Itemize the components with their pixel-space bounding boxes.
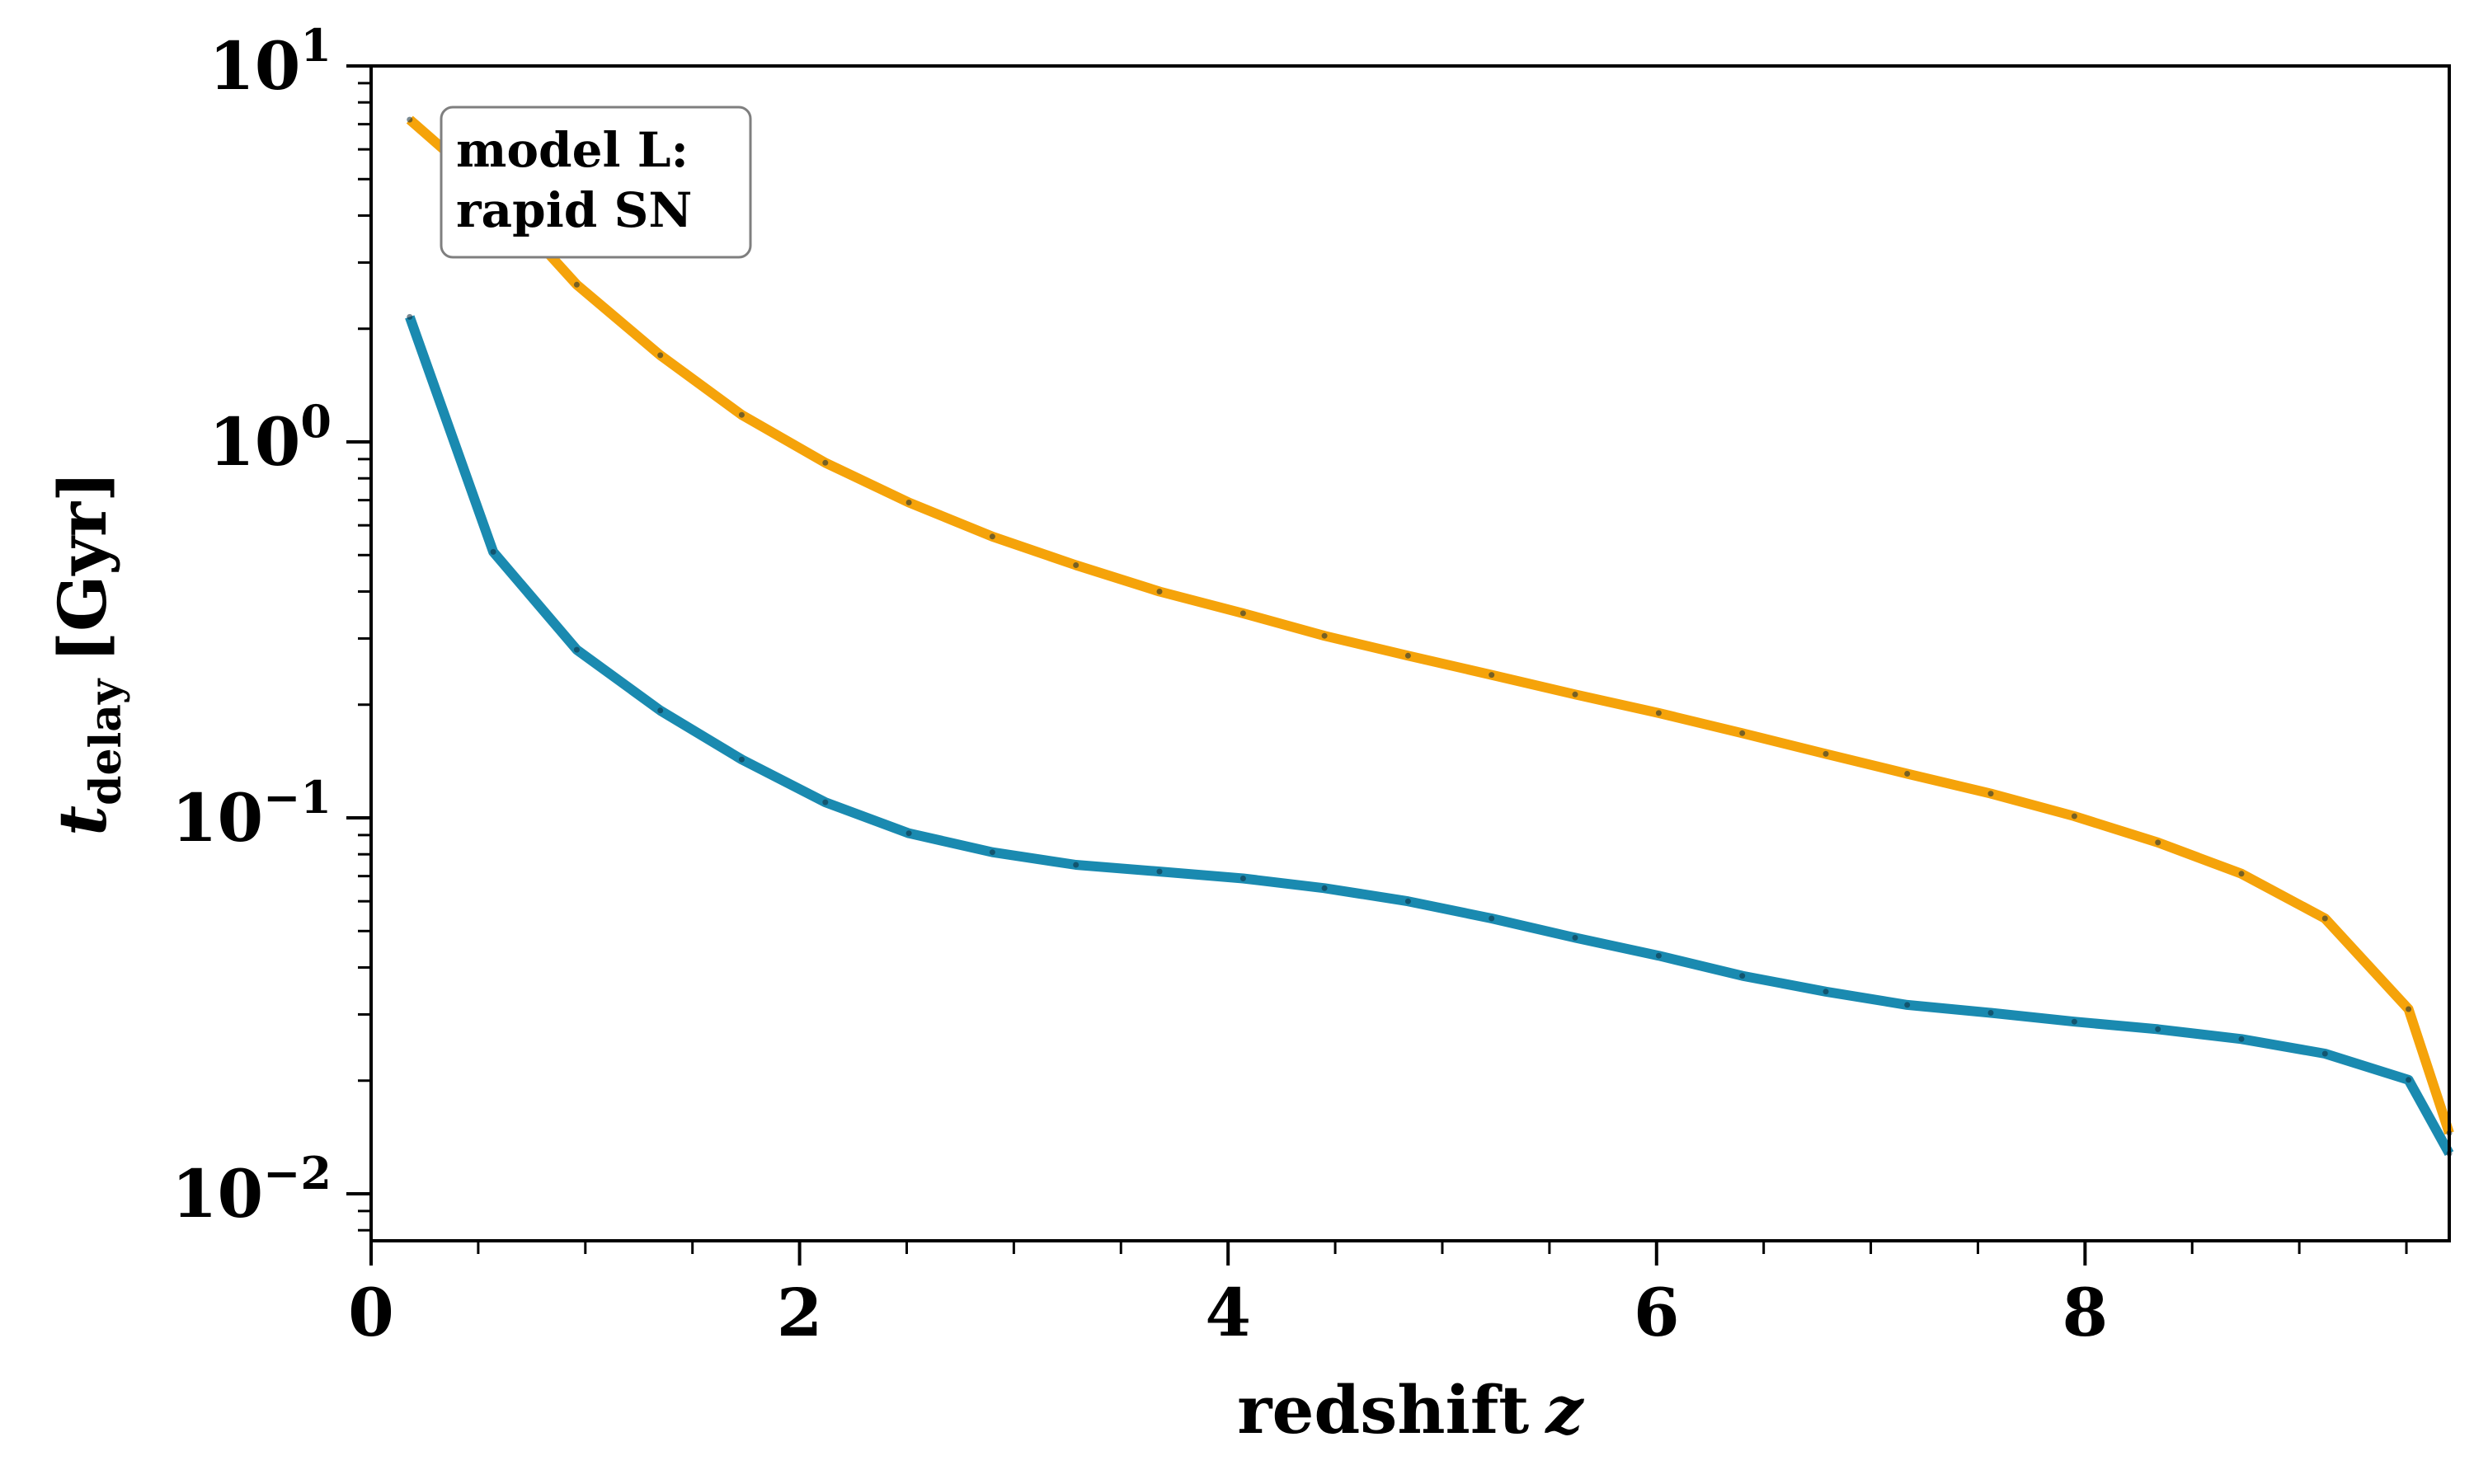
series-2-point bbox=[490, 548, 496, 555]
plot-area bbox=[405, 115, 2454, 1157]
y-tick-label: 101 bbox=[209, 19, 332, 105]
series-1-point bbox=[1404, 652, 1411, 659]
annotation-frame bbox=[440, 106, 752, 259]
x-tick-label: 6 bbox=[1634, 1274, 1680, 1351]
series-1-point bbox=[1073, 562, 1079, 568]
model-annotation-box: model L: rapid SN bbox=[440, 106, 752, 259]
series-1-point bbox=[2155, 839, 2161, 846]
series-2-point bbox=[2071, 1018, 2077, 1025]
series-1-point bbox=[1655, 710, 1662, 716]
x-tick-label: 4 bbox=[1205, 1274, 1251, 1351]
series-1-point bbox=[657, 352, 664, 359]
series-1-point bbox=[1987, 791, 1994, 797]
series-2-point bbox=[822, 799, 829, 805]
annotation-line-1: model L: bbox=[456, 122, 689, 178]
series-1-point bbox=[1823, 750, 1829, 757]
axes: 0 2 4 6 8 10−2 10−1 100 101 bbox=[172, 19, 2451, 1351]
series-2-point bbox=[657, 707, 664, 714]
series-2-point bbox=[2238, 1036, 2245, 1042]
series-2-point bbox=[1073, 862, 1079, 868]
x-tick-label: 2 bbox=[777, 1274, 823, 1351]
series-1-point bbox=[1156, 589, 1163, 594]
series-1-point bbox=[905, 500, 912, 505]
series-1-point bbox=[2071, 813, 2077, 819]
series-2-point bbox=[1489, 915, 1495, 922]
series-2-point bbox=[905, 830, 912, 837]
series-1-point bbox=[2321, 915, 2328, 922]
series-2-point bbox=[1572, 934, 1578, 941]
series-2-point bbox=[2406, 1077, 2412, 1083]
series-2-point bbox=[1655, 952, 1662, 959]
series-2-point bbox=[1987, 1010, 1994, 1016]
annotation-line-2: rapid SN bbox=[456, 182, 692, 238]
series-1-point bbox=[738, 411, 745, 418]
plot-frame bbox=[369, 64, 2451, 1242]
series-1-point bbox=[1489, 672, 1495, 679]
y-tick-label: 10−2 bbox=[172, 1147, 332, 1233]
series-1-point bbox=[1239, 610, 1246, 617]
x-tick-label: 0 bbox=[348, 1274, 394, 1351]
axis-labels: redshift z tdelay[Gyr] bbox=[44, 471, 1584, 1449]
series-2-point bbox=[1239, 876, 1246, 881]
series-2-point bbox=[1823, 989, 1829, 995]
series-2-point bbox=[2155, 1026, 2161, 1032]
series-1-point bbox=[989, 533, 995, 540]
series-2-point bbox=[1404, 898, 1411, 904]
series-1-point bbox=[2238, 871, 2245, 877]
series-1-point bbox=[822, 459, 829, 466]
series-1-point bbox=[407, 116, 413, 123]
series-2-point bbox=[573, 646, 580, 653]
series-2-point bbox=[1904, 1002, 1911, 1008]
series-2-point bbox=[2321, 1050, 2328, 1057]
series-1-point bbox=[573, 281, 580, 288]
y-tick-label: 100 bbox=[209, 395, 332, 481]
y-axis-label: tdelay[Gyr] bbox=[44, 471, 131, 836]
x-tick-label: 8 bbox=[2062, 1274, 2109, 1351]
y-tick-label: 10−1 bbox=[172, 771, 332, 857]
x-axis-label: redshift z bbox=[1237, 1371, 1584, 1449]
series-line-2 bbox=[405, 315, 2454, 1157]
series-2-point bbox=[989, 849, 995, 856]
series-2-point bbox=[1739, 973, 1746, 979]
series-2-point bbox=[738, 756, 745, 763]
series-line-1 bbox=[406, 115, 2454, 1135]
series-2-point bbox=[1156, 868, 1163, 875]
series-1-point bbox=[1739, 730, 1746, 736]
series-1-point bbox=[1572, 691, 1578, 697]
series-2-point bbox=[1321, 885, 1328, 891]
series-2-point bbox=[407, 313, 413, 320]
series-1-point bbox=[1904, 771, 1911, 777]
series-1-point bbox=[1321, 632, 1328, 639]
series-1-point bbox=[2406, 1006, 2412, 1012]
